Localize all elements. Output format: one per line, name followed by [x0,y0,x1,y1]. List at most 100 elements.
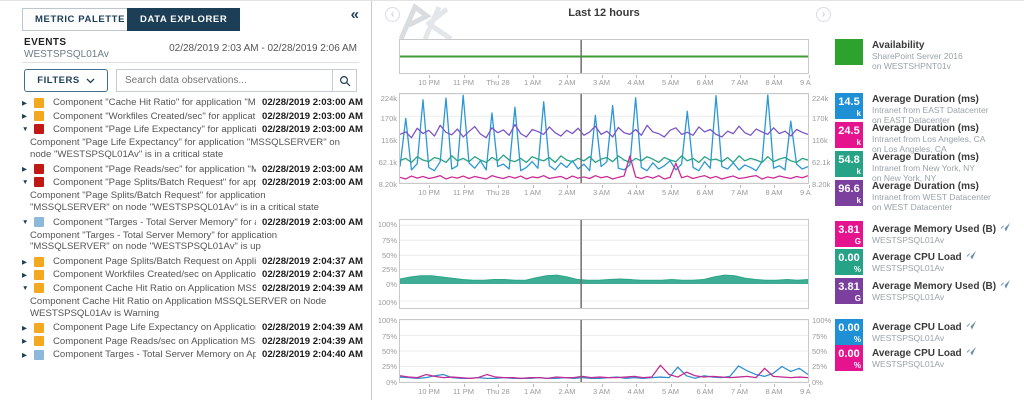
x-axis-labels: 10 PM 11 PM Thu 28 1 AM 2 AM 3 AM 4 AM 5 AM 6 AM… [399,384,811,398]
tab-data-explorer[interactable]: DATA EXPLORER [127,8,241,31]
event-row[interactable]: ▶ Component "Workfiles Created/sec" for a… [22,109,363,122]
metric-tile-subtitle: Intranet from Los Angeles, CA [872,134,986,144]
event-row[interactable]: ▼ Component "Page Life Expectancy" for ap… [22,123,363,136]
search-button[interactable] [332,70,356,91]
metric-tile-value: 0.00 [838,322,860,334]
event-row[interactable]: ▶ Component Page Reads/sec on Application… [22,335,363,348]
rocket-drilldown-icon[interactable] [1000,222,1011,233]
x-axis-tick-label: 5 AM [661,387,680,396]
metric-tile[interactable]: 14.5 k Average Duration (ms) Intranet from … [835,93,1024,125]
event-timestamp: 02/28/2019 2:03:00 AM [262,163,363,175]
event-row[interactable]: ▶ Component Workfiles Created/sec on Appl… [22,268,363,281]
x-axis-tick-label: 4 AM [627,188,645,197]
pan-right-button[interactable]: › [816,7,831,22]
event-row[interactable]: ▼ Component Cache Hit Ratio on Applicatio… [22,282,363,295]
x-axis-tick-label: 9 AM [799,188,811,197]
metric-tile-subtitle: on EAST Datacenter [872,115,950,125]
metric-tile-unit: G [854,237,861,246]
event-row[interactable]: ▶ Component Targes - Total Server Memory … [22,348,363,361]
metric-tile-title: Average Duration (ms) [872,181,991,192]
expand-arrow-icon[interactable]: ▶ [22,351,27,359]
event-row[interactable]: ▶ Component "Cache Hit Ratio" for applica… [22,96,363,109]
collapse-arrow-icon[interactable]: ▼ [22,178,29,186]
event-timestamp: 02/28/2019 2:04:39 AM [262,282,363,294]
expand-arrow-icon[interactable]: ▶ [22,113,27,121]
metric-tile[interactable]: 96.6 k Average Duration (ms) Intranet from … [835,180,1024,212]
logo-rk [398,3,453,41]
expand-arrow-icon[interactable]: ▶ [22,338,27,346]
metric-tile-title-text: Average Duration (ms) [872,94,979,105]
metric-tile[interactable]: 0.00% Average CPU Load WESTSPSQL01Av [835,345,1024,371]
y-axis-label: 100% [377,220,397,230]
collapse-arrow-icon[interactable]: ▼ [22,284,29,292]
metric-tile-title-text: Average CPU Load [872,348,962,359]
plot-area-availability-timeline[interactable] [399,39,809,74]
event-row[interactable]: ▶ Component Page Splits/Batch Request on … [22,255,363,268]
x-axis-tick [670,185,672,188]
y-axis-label: 25% [381,362,397,372]
event-row[interactable]: ▼ Component "Page Splits/Batch Request" f… [22,176,363,189]
x-axis-tick [567,384,568,387]
x-axis-tick-label: 3 AM [592,387,611,396]
event-row[interactable]: ▶ Component "Page Reads/sec" for applicat… [22,162,363,175]
tab-metric-palette[interactable]: METRIC PALETTE [22,8,139,31]
metric-tile-unit: k [856,138,861,147]
pan-left-button[interactable]: ‹ [385,7,400,22]
metric-tile-body: Average CPU Load WESTSPSQL01Av [863,249,977,275]
rocket-drilldown-icon[interactable] [966,320,977,331]
collapse-arrow-icon[interactable]: ▼ [22,125,29,133]
x-axis-tick-label: 4 AM [627,78,645,87]
metric-tile-subtitle: on Los Angeles, CA [872,144,947,154]
expand-arrow-icon[interactable]: ▶ [22,324,27,332]
y-axis-label: 75% [381,331,397,341]
expand-arrow-icon[interactable]: ▶ [22,99,27,107]
event-row[interactable]: ▼ Component "Targes - Total Server Memory… [22,215,363,228]
collapse-panel-icon[interactable]: « [350,6,359,23]
event-text: Component Cache Hit Ratio on Application… [53,282,256,294]
x-axis-tick-label: Thu 28 [486,387,510,396]
expand-arrow-icon[interactable]: ▶ [22,166,27,174]
rocket-drilldown-icon[interactable] [1000,279,1011,290]
metric-tile-swatch: 24.5 k [835,122,863,148]
plot-area-cpu-load-lines[interactable] [399,319,809,383]
metric-tile[interactable]: 0.00% Average CPU Load WESTSPSQL01Av [835,319,1024,345]
search-input[interactable] [117,75,332,86]
event-text: Component "Cache Hit Ratio" for applicat… [53,97,256,109]
metric-tile-body: Average Duration (ms) Intranet from EAST … [863,93,989,125]
rocket-drilldown-icon[interactable] [966,346,977,357]
metric-tile-subtitle: on WESTSHPNT01v [872,61,951,71]
y-axis-label: 25% [381,265,397,275]
y-axis-label: 50% [381,347,397,356]
x-axis-tick-label: 7 AM [730,188,749,197]
x-axis-tick [739,75,741,78]
metric-tile[interactable]: 54.8 k Average Duration (ms) Intranet from … [835,151,1024,183]
plot-area-cpu-load-area[interactable] [399,219,809,309]
filters-button[interactable]: FILTERS [24,69,108,92]
metric-tile-subtitle: SharePoint Server 2016 [872,51,963,61]
metric-tile-title: Average Memory Used (B) [872,222,1011,235]
metric-tile-subtitle: Intranet from WEST Datacenter [872,192,991,202]
metric-tile[interactable]: 0.00% Average CPU Load WESTSPSQL01Av [835,249,1024,275]
y-axis-label: 224k [380,93,397,103]
event-row[interactable]: ▶ Component Page Life Expectancy on Appli… [22,321,363,334]
rocket-drilldown-icon[interactable] [966,250,977,261]
x-axis-tick [429,185,430,188]
x-axis-tick [670,75,672,78]
metric-tile[interactable]: 3.81 G Average Memory Used (B) WESTSPSQL01A… [835,278,1024,304]
metric-tile-swatch: 0.00% [835,345,863,371]
plot-area-sql-performance-counters[interactable] [399,93,809,184]
event-timestamp: 02/28/2019 2:03:00 AM [262,216,363,228]
metric-tile[interactable]: Availability SharePoint Server 2016 on WES… [835,39,1024,71]
x-axis-tick-label: 9 AM [799,387,811,396]
x-axis-tick [774,384,775,387]
chevron-down-icon [86,78,95,83]
collapse-arrow-icon[interactable]: ▼ [22,218,29,226]
y-axis-label: 75% [381,235,397,245]
metric-tile[interactable]: 3.81 G Average Memory Used (B) WESTSPSQL01A… [835,221,1024,247]
metric-tile[interactable]: 24.5 k Average Duration (ms) Intranet from … [835,122,1024,154]
metric-tile-subtitle: WESTSPSQL01Av [872,359,945,369]
expand-arrow-icon[interactable]: ▶ [22,271,27,279]
expand-arrow-icon[interactable]: ▶ [22,258,27,266]
chart-cpu-load-area: 100% 75% 50% 25% 0% 100% [373,219,833,325]
data-explorer-panel: METRIC PALETTE DATA EXPLORER « EVENTS WE… [0,1,372,400]
